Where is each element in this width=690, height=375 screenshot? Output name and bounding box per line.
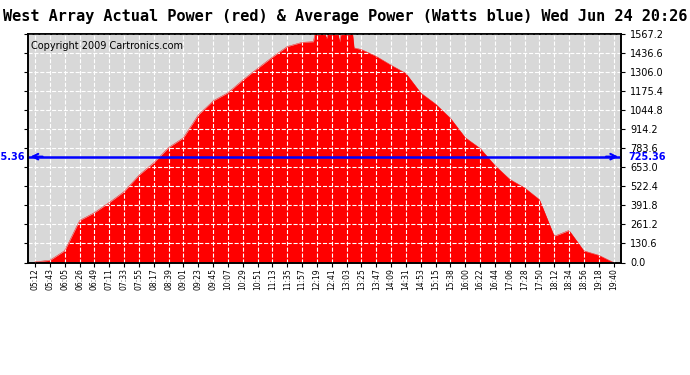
- Text: Copyright 2009 Cartronics.com: Copyright 2009 Cartronics.com: [30, 40, 183, 51]
- Text: 725.36: 725.36: [0, 152, 25, 162]
- Text: West Array Actual Power (red) & Average Power (Watts blue) Wed Jun 24 20:26: West Array Actual Power (red) & Average …: [3, 9, 687, 24]
- Text: 725.36: 725.36: [628, 152, 666, 162]
